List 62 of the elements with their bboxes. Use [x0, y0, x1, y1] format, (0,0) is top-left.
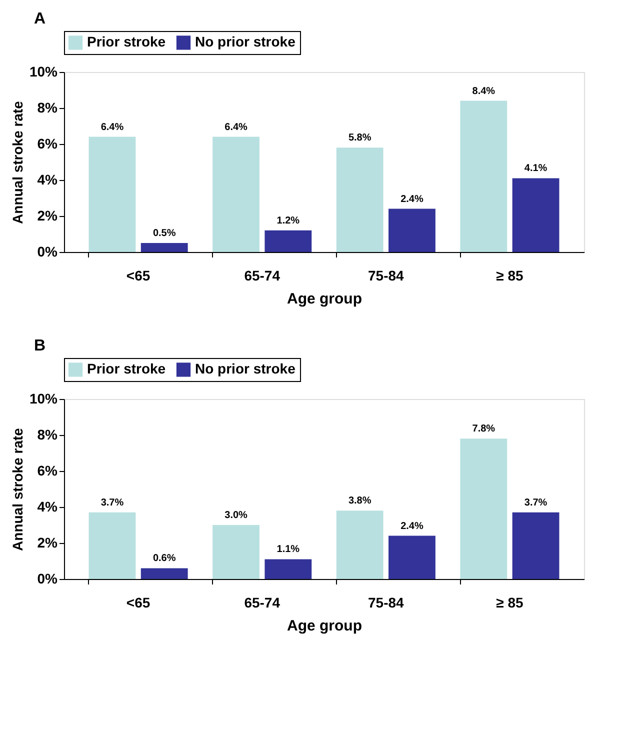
bar [264, 559, 312, 579]
data-label: 7.8% [472, 424, 496, 435]
x-tick-label: ≥ 85 [496, 268, 524, 284]
legend-label: No prior stroke [195, 34, 296, 50]
data-label: 3.7% [524, 497, 548, 508]
bar [212, 525, 260, 579]
bar [460, 100, 508, 252]
legend-label: No prior stroke [195, 360, 296, 377]
y-axis-title: Annual stroke rate [9, 100, 26, 224]
y-tick-label: 2% [37, 208, 58, 224]
data-label: 2.4% [400, 520, 424, 532]
data-label: 3.7% [100, 497, 124, 508]
bar [388, 536, 436, 579]
y-tick-label: 8% [37, 426, 58, 442]
bar [140, 243, 188, 252]
x-tick-label: ≥ 85 [496, 594, 524, 610]
data-label: 8.4% [472, 86, 496, 97]
bar [512, 178, 560, 252]
x-axis-title: Age group [287, 618, 362, 634]
data-label: 0.5% [152, 228, 176, 239]
x-tick-label: <65 [126, 268, 150, 284]
bar [460, 438, 508, 579]
y-tick-label: 4% [37, 498, 58, 514]
data-label: 1.2% [276, 215, 300, 226]
chart-title: B [34, 338, 46, 354]
chart-title: A [34, 10, 46, 28]
y-tick-label: 10% [29, 64, 58, 80]
legend-label: Prior stroke [87, 360, 166, 377]
data-label: 0.6% [152, 553, 176, 564]
bar [88, 512, 136, 579]
bar [388, 208, 436, 252]
data-label: 3.0% [224, 510, 248, 521]
y-tick-label: 6% [37, 462, 58, 478]
data-label: 6.4% [100, 122, 124, 133]
x-tick-label: 75-84 [368, 594, 404, 610]
data-label: 3.8% [348, 496, 372, 507]
y-tick-label: 4% [37, 172, 58, 188]
data-label: 4.1% [524, 163, 548, 174]
data-label: 1.1% [276, 544, 300, 556]
y-axis-title: Annual stroke rate [9, 428, 26, 551]
y-tick-label: 10% [29, 390, 58, 406]
bar [512, 512, 560, 579]
bar [264, 230, 312, 252]
y-tick-label: 6% [37, 136, 58, 152]
x-tick-label: 65-74 [244, 268, 280, 284]
x-tick-label: <65 [126, 594, 150, 610]
x-tick-label: 75-84 [368, 268, 404, 284]
data-label: 5.8% [348, 132, 372, 144]
bar [336, 148, 384, 252]
y-tick-label: 0% [37, 244, 58, 260]
legend-label: Prior stroke [87, 34, 166, 50]
bar [212, 136, 260, 252]
data-label: 6.4% [224, 122, 248, 133]
y-tick-label: 2% [37, 534, 58, 550]
bar [140, 568, 188, 579]
data-label: 2.4% [400, 194, 424, 205]
y-tick-label: 0% [37, 570, 58, 586]
bar [88, 136, 136, 252]
x-axis-title: Age group [287, 290, 362, 308]
x-tick-label: 65-74 [244, 594, 280, 610]
bar [336, 510, 384, 579]
y-tick-label: 8% [37, 100, 58, 116]
